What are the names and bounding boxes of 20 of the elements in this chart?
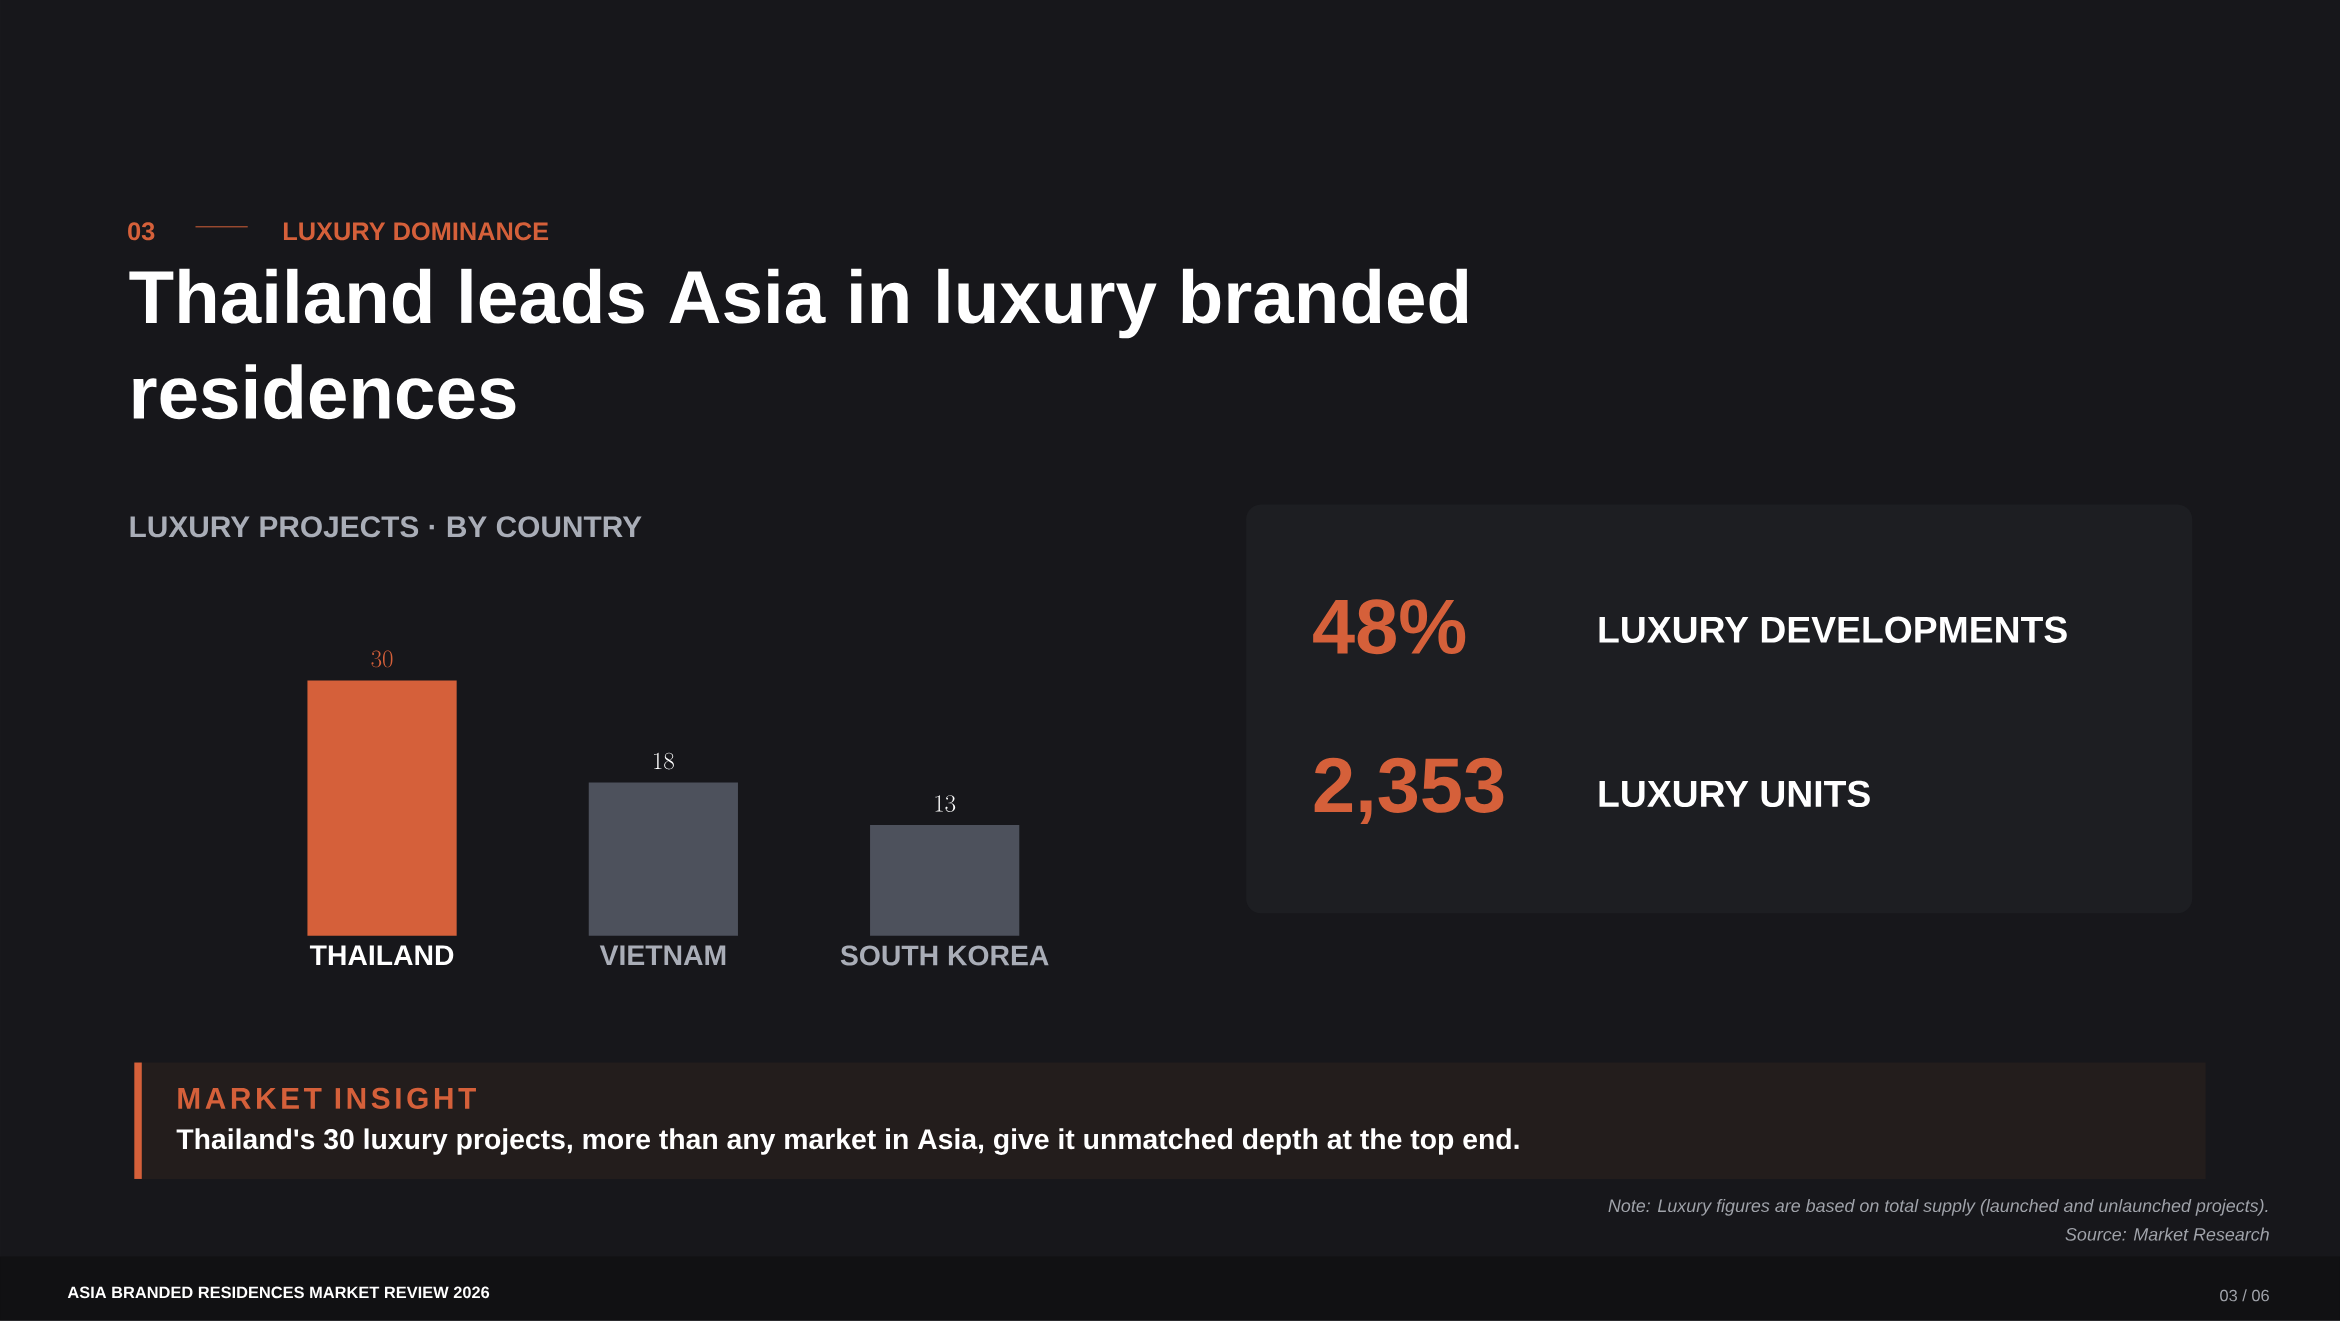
text: 48% bbox=[1313, 599, 1466, 655]
text: LUXURY UNITS bbox=[1599, 780, 1870, 808]
data-label: 13 bbox=[935, 795, 956, 813]
source-note: Source: Market Research bbox=[2065, 1227, 2269, 1241]
data-label: 18 bbox=[654, 752, 674, 770]
text: ASIA BRANDED RESIDENCES MARKET REVIEW 2026 bbox=[67, 1286, 490, 1299]
x-tick-label: VIETNAM bbox=[599, 945, 726, 966]
data-label: 30 bbox=[371, 650, 393, 668]
text: LUXURY DOMINANCE bbox=[283, 222, 549, 241]
text: LUXURY DEVELOPMENTS bbox=[1599, 616, 2067, 644]
text: MARKET INSIGHT bbox=[178, 1087, 476, 1110]
x-tick-label: THAILAND bbox=[309, 945, 454, 966]
chart-title: Thailand leads Asia in luxury branded residences bbox=[129, 268, 1468, 420]
text: Thailand's 30 luxury projects, more than any market in Asia, give it unmatched depth at the top end. bbox=[176, 1128, 1519, 1156]
chart-subtitle: LUXURY PROJECTS · BY COUNTRY bbox=[130, 516, 642, 538]
text: 03 / 06 bbox=[2220, 1289, 2269, 1302]
text: Note: Luxury figures are based on total supply (launched and unlaunched projects). bbox=[1608, 1199, 2268, 1216]
x-tick-label: SOUTH KOREA bbox=[840, 945, 1049, 966]
text: 03 bbox=[128, 222, 155, 241]
text: 2,353 bbox=[1314, 757, 1504, 825]
